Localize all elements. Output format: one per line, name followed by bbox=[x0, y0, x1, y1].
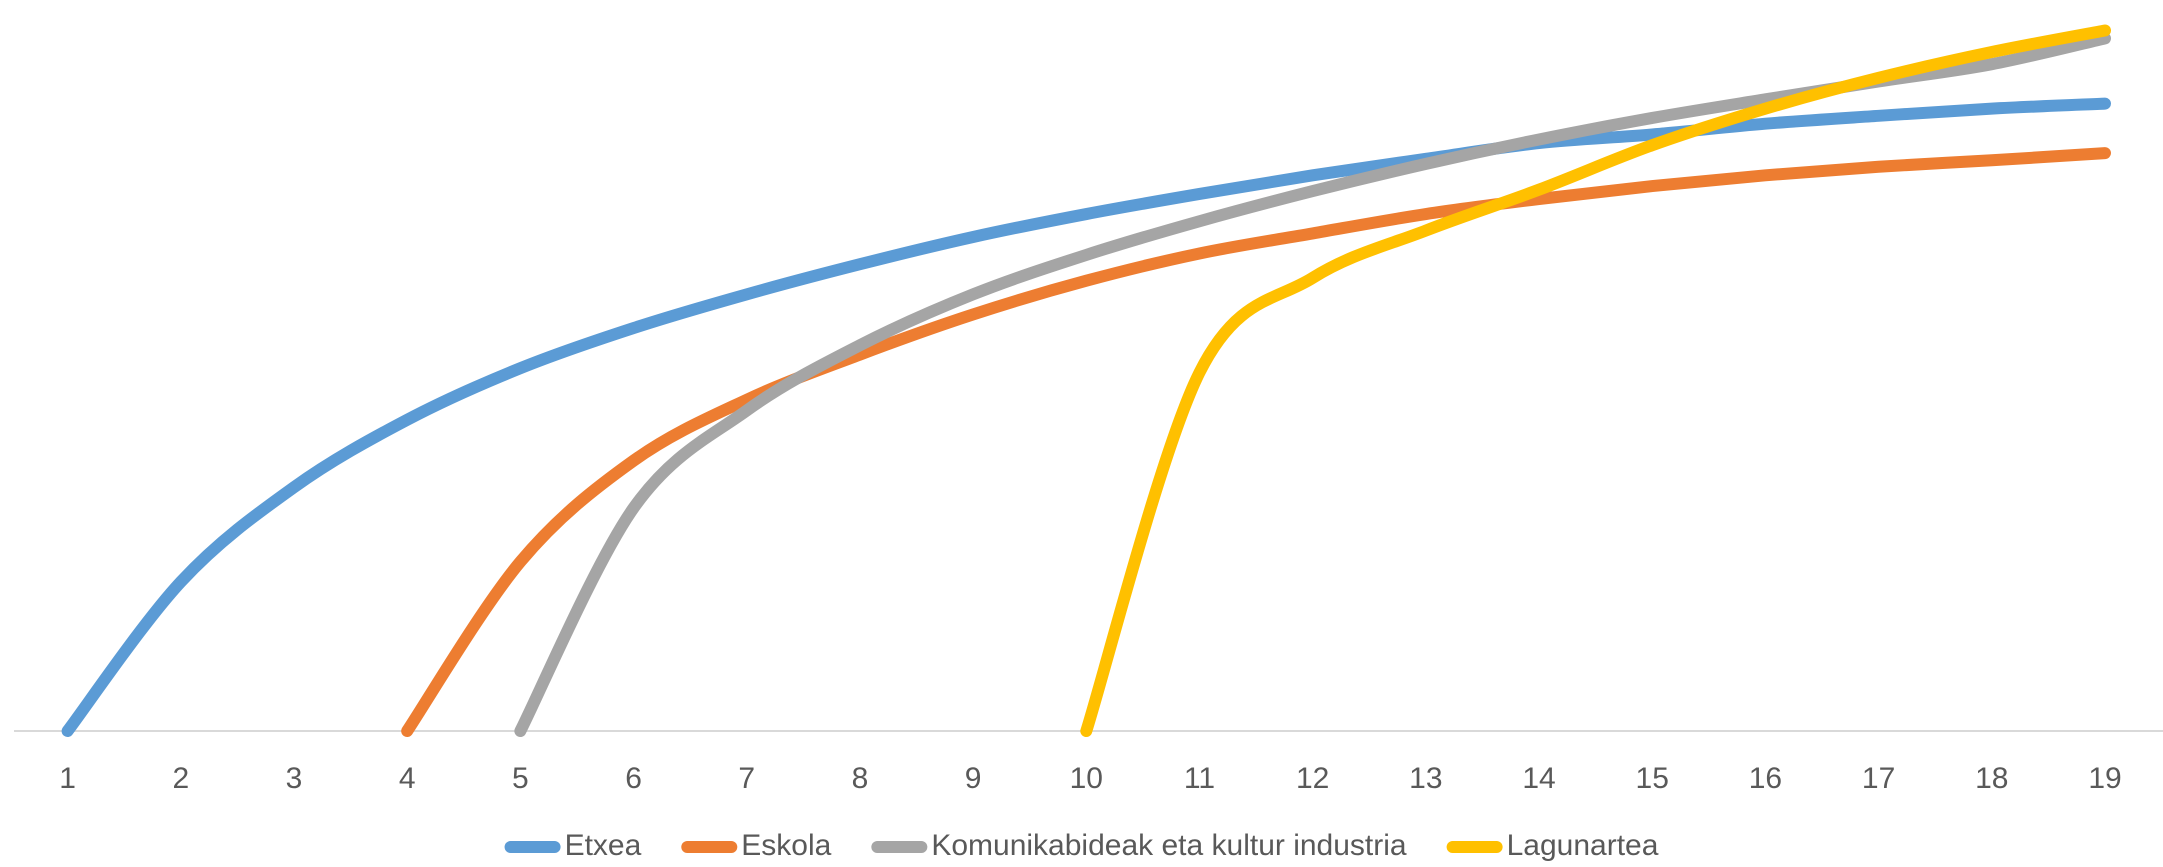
x-tick-label: 17 bbox=[1862, 762, 1895, 795]
series-line bbox=[401, 147, 2111, 737]
series-line bbox=[61, 97, 2111, 737]
x-tick-label: 6 bbox=[625, 762, 642, 795]
legend-item: Etxea bbox=[504, 829, 642, 862]
x-tick-label: 7 bbox=[738, 762, 755, 795]
x-tick-label: 1 bbox=[59, 762, 76, 795]
x-tick-label: 9 bbox=[965, 762, 982, 795]
x-tick-label: 18 bbox=[1975, 762, 2008, 795]
x-tick-label: 16 bbox=[1749, 762, 1782, 795]
series-line bbox=[1080, 24, 2111, 737]
x-tick-label: 15 bbox=[1636, 762, 1669, 795]
x-tick-label: 3 bbox=[286, 762, 303, 795]
x-tick-label: 5 bbox=[512, 762, 529, 795]
series-line bbox=[514, 32, 2111, 737]
x-tick-label: 2 bbox=[172, 762, 189, 795]
legend-item: Eskola bbox=[681, 829, 832, 862]
x-tick-label: 13 bbox=[1409, 762, 1442, 795]
legend-label: Eskola bbox=[741, 829, 831, 862]
legend-label: Etxea bbox=[565, 829, 642, 862]
x-tick-label: 14 bbox=[1522, 762, 1555, 795]
legend-item: Lagunartea bbox=[1446, 829, 1659, 862]
legend-item: Komunikabideak eta kultur industria bbox=[871, 829, 1407, 862]
x-tick-label: 12 bbox=[1296, 762, 1329, 795]
x-tick-label: 19 bbox=[2088, 762, 2121, 795]
legend-label: Lagunartea bbox=[1507, 829, 1659, 862]
x-tick-label: 10 bbox=[1070, 762, 1103, 795]
legend-label: Komunikabideak eta kultur industria bbox=[931, 829, 1407, 862]
x-tick-label: 11 bbox=[1184, 762, 1215, 795]
x-tick-label: 8 bbox=[852, 762, 869, 795]
x-tick-label: 4 bbox=[399, 762, 416, 795]
